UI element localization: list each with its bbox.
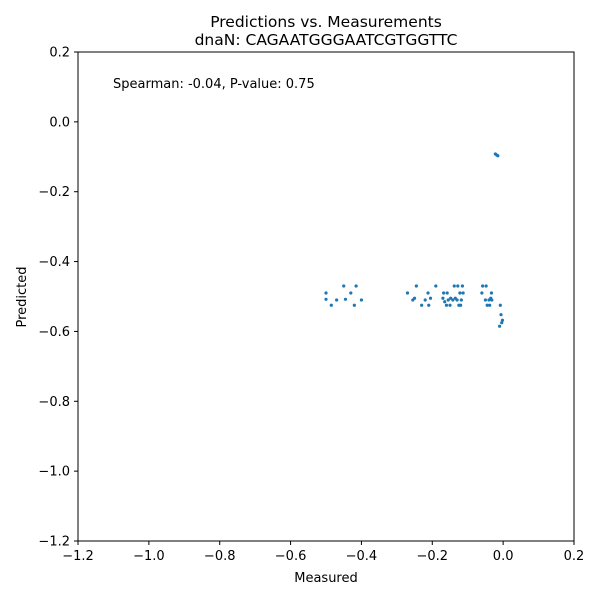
y-tick-label-5: −0.2: [38, 185, 70, 200]
data-point-55: [500, 321, 504, 325]
y-tick-label-1: −1.0: [38, 465, 70, 480]
data-point-23: [444, 303, 449, 307]
data-point-3: [335, 298, 339, 302]
plot-frame: [77, 51, 575, 542]
data-point-18: [428, 296, 433, 300]
data-point-6: [349, 291, 353, 295]
x-axis-ticks: −1.2 −1.0 −0.8 −0.6 −0.4 −0.2 0.0 0.2: [62, 541, 584, 564]
x-tick-label-0: −1.2: [62, 549, 94, 564]
y-tick-label-6: 0.0: [49, 115, 70, 130]
data-point-26: [448, 303, 452, 307]
data-point-45: [488, 303, 492, 307]
y-tick-label-2: −0.8: [38, 395, 70, 410]
y-tick-label-7: 0.2: [49, 46, 70, 61]
x-tick-label-3: −0.6: [275, 549, 307, 564]
x-tick-label-5: −0.2: [416, 549, 448, 564]
data-point-14: [420, 303, 424, 307]
data-point-29: [452, 284, 456, 288]
correlation-annotation: Spearman: -0.04, P-value: 0.75: [113, 77, 315, 92]
data-point-53: [498, 303, 502, 307]
x-tick-label-2: −0.8: [204, 549, 236, 564]
data-point-32: [456, 284, 460, 288]
data-point-41: [483, 298, 488, 302]
data-point-40: [480, 284, 485, 288]
x-tick-label-6: 0.0: [493, 549, 514, 564]
data-point-43: [485, 303, 489, 307]
data-point-54: [499, 313, 503, 317]
data-point-22: [443, 300, 447, 304]
data-point-5: [343, 297, 348, 301]
data-point-17: [427, 303, 431, 307]
data-point-38: [461, 291, 465, 295]
data-point-39: [480, 291, 484, 295]
data-point-19: [434, 284, 438, 288]
data-point-48: [490, 298, 494, 302]
data-point-10: [405, 291, 410, 295]
x-tick-label-4: −0.4: [346, 549, 378, 564]
data-point-16: [426, 291, 430, 295]
chart-title: Predictions vs. Measurements: [210, 13, 442, 31]
y-tick-label-3: −0.6: [38, 325, 70, 340]
data-point-42: [484, 284, 488, 288]
y-tick-label-0: −1.2: [38, 535, 70, 550]
x-tick-label-7: 0.2: [564, 549, 585, 564]
data-point-36: [459, 298, 463, 302]
y-tick-label-4: −0.4: [38, 255, 70, 270]
data-point-20: [441, 296, 445, 300]
chart-subtitle: dnaN: CAGAATGGGAATCGTGGTTC: [195, 31, 458, 49]
x-tick-label-1: −1.0: [133, 549, 165, 564]
data-point-2: [329, 303, 333, 307]
data-point-12: [412, 296, 417, 300]
data-point-1: [324, 297, 328, 301]
data-point-13: [414, 284, 418, 288]
data-point-37: [460, 284, 464, 288]
data-point-8: [354, 284, 358, 288]
data-point-4: [342, 284, 346, 288]
data-point-31: [455, 298, 459, 302]
y-axis-label: Predicted: [15, 266, 30, 327]
data-point-25: [446, 298, 450, 302]
data-point-9: [359, 298, 364, 302]
data-point-35: [459, 303, 463, 307]
data-point-24: [445, 291, 449, 295]
data-point-51: [496, 154, 500, 158]
data-point-34: [458, 291, 462, 295]
data-point-28: [451, 298, 455, 302]
data-point-56: [500, 318, 505, 322]
data-point-52: [498, 324, 502, 328]
data-point-27: [449, 296, 453, 300]
y-axis-ticks: −1.2 −1.0 −0.8 −0.6 −0.4 −0.2 0.0 0.2: [38, 46, 78, 550]
data-point-7: [352, 303, 356, 307]
data-point-47: [489, 291, 494, 295]
data-point-15: [423, 298, 427, 302]
data-point-0: [324, 291, 328, 295]
data-points: [324, 152, 505, 328]
data-point-21: [442, 291, 446, 295]
x-axis-label: Measured: [294, 571, 358, 586]
